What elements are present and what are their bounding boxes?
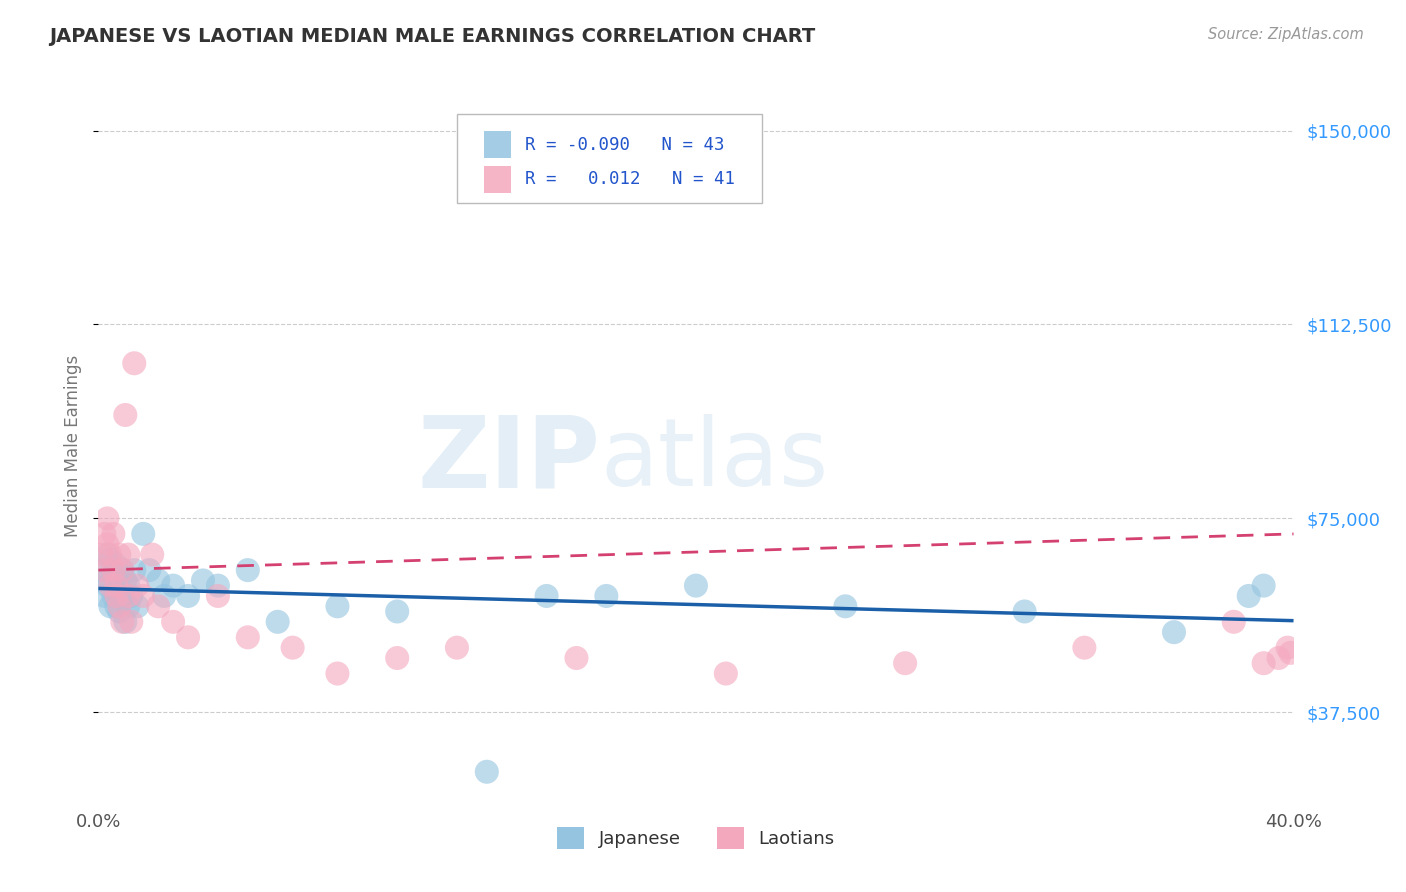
Point [1267, 651, 1289, 665]
Y-axis label: Median Male Earnings: Median Male Earnings [65, 355, 83, 537]
Point [114, 408, 136, 422]
Point [108, 548, 131, 562]
Point [124, 563, 146, 577]
Point [281, 640, 304, 655]
Point [98, 599, 122, 614]
Point [96, 537, 118, 551]
Point [385, 605, 409, 619]
Point [1277, 640, 1299, 655]
Point [1279, 646, 1302, 660]
Point [108, 599, 131, 614]
Point [153, 589, 176, 603]
Point [98, 548, 122, 562]
Point [93, 563, 115, 577]
Point [96, 511, 118, 525]
Point [148, 599, 170, 614]
Point [114, 574, 136, 588]
Point [685, 579, 707, 593]
Point [111, 563, 134, 577]
Point [1253, 579, 1275, 593]
Point [595, 589, 617, 603]
Point [475, 764, 498, 779]
Point [148, 574, 170, 588]
Point [96, 579, 118, 593]
Point [207, 579, 229, 593]
Point [326, 599, 349, 614]
Point [96, 548, 118, 562]
FancyBboxPatch shape [485, 131, 510, 159]
Point [385, 651, 409, 665]
Point [141, 548, 163, 562]
Point [1253, 656, 1275, 670]
Point [117, 589, 139, 603]
Point [105, 599, 128, 614]
Point [326, 666, 349, 681]
Point [1223, 615, 1246, 629]
Point [127, 579, 149, 593]
FancyBboxPatch shape [485, 166, 510, 193]
Point [105, 558, 128, 572]
Point [191, 574, 214, 588]
Point [132, 589, 155, 603]
Point [93, 527, 115, 541]
Legend: Japanese, Laotians: Japanese, Laotians [548, 818, 844, 858]
Point [127, 599, 149, 614]
Point [108, 579, 131, 593]
Point [132, 527, 155, 541]
Point [267, 615, 290, 629]
Point [90, 574, 112, 588]
Point [1073, 640, 1095, 655]
Point [177, 630, 200, 644]
Point [207, 589, 229, 603]
Point [117, 548, 139, 562]
Text: atlas: atlas [600, 414, 828, 507]
Point [103, 563, 125, 577]
Point [536, 589, 558, 603]
Text: R =   0.012   N = 41: R = 0.012 N = 41 [524, 170, 735, 188]
Point [114, 615, 136, 629]
Point [98, 553, 122, 567]
Point [103, 568, 125, 582]
Point [117, 579, 139, 593]
Point [1163, 625, 1185, 640]
Text: Source: ZipAtlas.com: Source: ZipAtlas.com [1208, 27, 1364, 42]
Point [120, 615, 142, 629]
Text: ZIP: ZIP [418, 412, 600, 508]
Point [565, 651, 588, 665]
Point [894, 656, 917, 670]
Point [105, 589, 128, 603]
Point [236, 630, 259, 644]
Point [93, 589, 115, 603]
Point [98, 579, 122, 593]
Point [111, 589, 134, 603]
Point [162, 615, 184, 629]
Point [1237, 589, 1260, 603]
Point [124, 356, 146, 370]
Point [714, 666, 737, 681]
Point [162, 579, 184, 593]
Point [1014, 605, 1036, 619]
Point [111, 615, 134, 629]
Point [103, 589, 125, 603]
Point [93, 563, 115, 577]
Point [236, 563, 259, 577]
FancyBboxPatch shape [457, 114, 762, 203]
Point [108, 605, 131, 619]
Text: R = -0.090   N = 43: R = -0.090 N = 43 [524, 136, 724, 153]
Point [138, 563, 160, 577]
Point [117, 599, 139, 614]
Point [834, 599, 856, 614]
Point [90, 548, 112, 562]
Point [103, 527, 125, 541]
Point [446, 640, 468, 655]
Point [105, 579, 128, 593]
Point [111, 563, 134, 577]
Point [177, 589, 200, 603]
Text: JAPANESE VS LAOTIAN MEDIAN MALE EARNINGS CORRELATION CHART: JAPANESE VS LAOTIAN MEDIAN MALE EARNINGS… [49, 27, 815, 45]
Point [120, 589, 142, 603]
